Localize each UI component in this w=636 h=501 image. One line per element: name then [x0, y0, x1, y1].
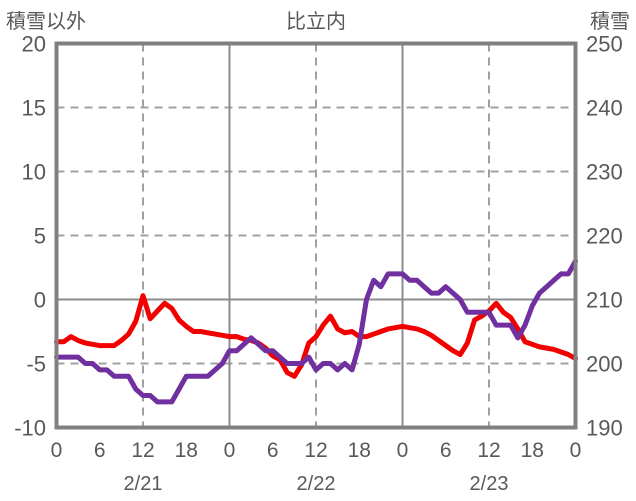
- right-axis-tick-label: 210: [586, 288, 623, 313]
- x-hour-label: 0: [51, 439, 63, 462]
- left-axis-tick-label: 15: [22, 96, 46, 121]
- right-axis-tick-label: 240: [586, 96, 623, 121]
- x-hour-label: 12: [131, 439, 154, 462]
- left-axis-tick-label: 20: [22, 32, 46, 57]
- right-axis-tick-label: 220: [586, 224, 623, 249]
- x-hour-label: 12: [477, 439, 500, 462]
- x-date-label: 2/22: [297, 473, 336, 495]
- x-hour-label: 0: [224, 439, 236, 462]
- x-date-label: 2/23: [470, 473, 509, 495]
- left-axis-tick-label: 5: [34, 224, 46, 249]
- x-date-label: 2/21: [124, 473, 163, 495]
- x-hour-label: 12: [304, 439, 327, 462]
- plot-border: [54, 41, 578, 430]
- left-axis-tick-label: 0: [34, 288, 46, 313]
- x-hour-label: 6: [267, 439, 279, 462]
- x-hour-label: 18: [348, 439, 371, 462]
- x-hour-label: 0: [397, 439, 409, 462]
- right-axis-tick-label: 230: [586, 160, 623, 185]
- right-axis-title: 積雪: [590, 10, 630, 33]
- right-axis-tick-label: 190: [586, 416, 623, 441]
- right-axis-tick-label: 250: [586, 32, 623, 57]
- purple-series-line: [54, 258, 578, 405]
- right-axis-tick-label: 200: [586, 352, 623, 377]
- left-axis-tick-label: -10: [14, 416, 46, 441]
- x-hour-label: 18: [521, 439, 544, 462]
- left-axis-title: 積雪以外: [6, 10, 86, 33]
- left-axis-tick-label: 10: [22, 160, 46, 185]
- chart-title: 比立内: [286, 10, 346, 33]
- left-axis-tick-label: -5: [26, 352, 46, 377]
- x-hour-label: 18: [175, 439, 198, 462]
- x-hour-label: 6: [440, 439, 452, 462]
- x-hour-label: 0: [570, 439, 582, 462]
- x-hour-label: 6: [94, 439, 106, 462]
